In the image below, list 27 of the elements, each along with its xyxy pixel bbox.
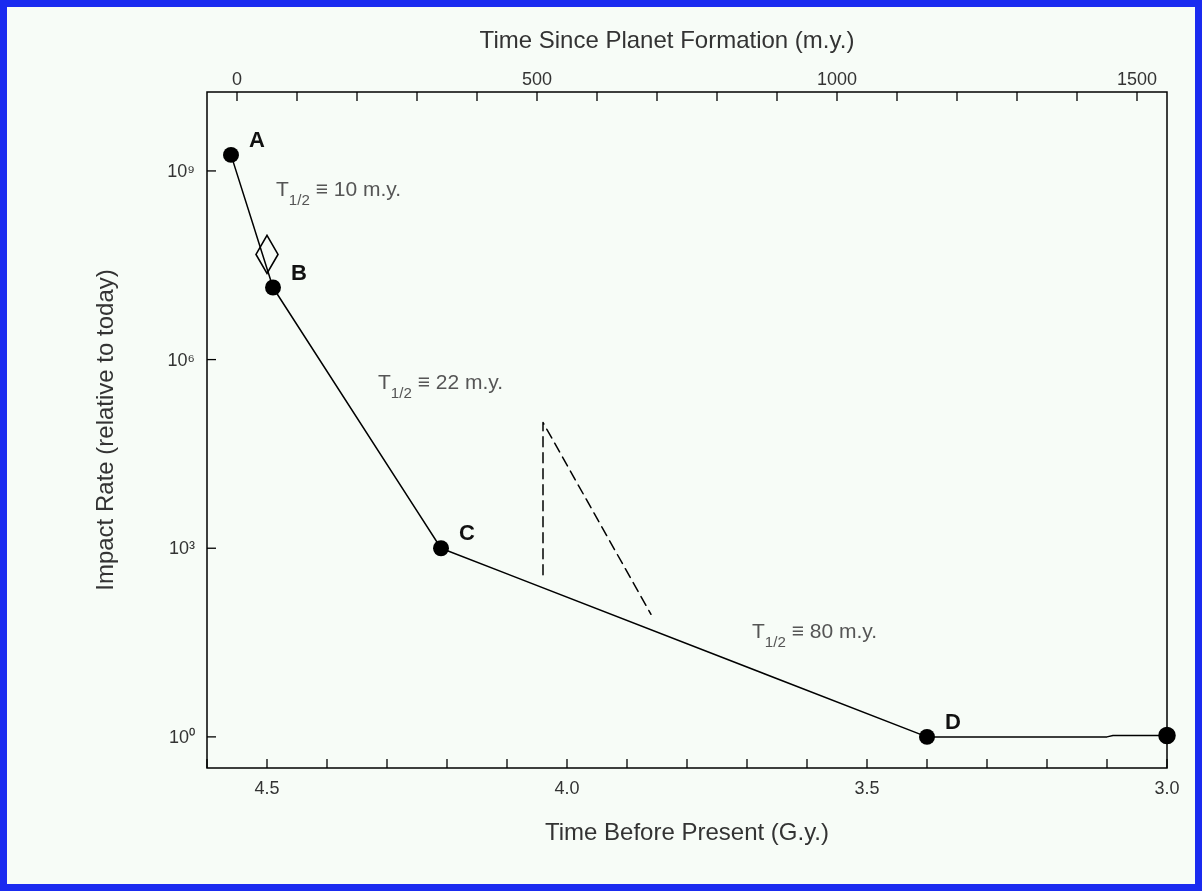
- x2-axis-title: Time Since Planet Formation (m.y.): [479, 26, 855, 53]
- point: [223, 146, 239, 163]
- annotation: T$_{1/2}$ ≡ 80 m.y.: [752, 619, 878, 650]
- x-tick-label: 3.5: [854, 778, 880, 798]
- y-tick-label: 10⁹: [167, 160, 195, 181]
- annotation: T$_{1/2}$ ≡ 10 m.y.: [276, 177, 402, 208]
- y-axis-title: Impact Rate (relative to today): [91, 269, 118, 591]
- x-tick-label: 4.0: [554, 778, 580, 798]
- annotation: B: [291, 259, 307, 285]
- point: [1158, 726, 1176, 745]
- annotation: D: [945, 708, 961, 734]
- point: [265, 279, 281, 296]
- x-axis-title: Time Before Present (G.y.): [544, 818, 830, 845]
- x2-tick-label: 500: [521, 69, 553, 89]
- annotation: C: [459, 520, 475, 546]
- annotation: T$_{1/2}$ ≡ 22 m.y.: [378, 370, 504, 401]
- x-tick-label: 3.0: [1154, 778, 1180, 798]
- x2-tick-label: 1500: [1116, 69, 1158, 89]
- point: [433, 540, 449, 557]
- x2-tick-label: 0: [231, 69, 243, 89]
- x-tick-label: 4.5: [254, 778, 280, 798]
- x2-tick-label: 1000: [816, 69, 858, 89]
- y-tick-label: 10⁶: [167, 349, 195, 370]
- annotation: A: [249, 126, 265, 152]
- y-tick-label: 10³: [168, 538, 196, 559]
- point: [919, 728, 935, 745]
- y-tick-label: 10⁰: [168, 726, 195, 747]
